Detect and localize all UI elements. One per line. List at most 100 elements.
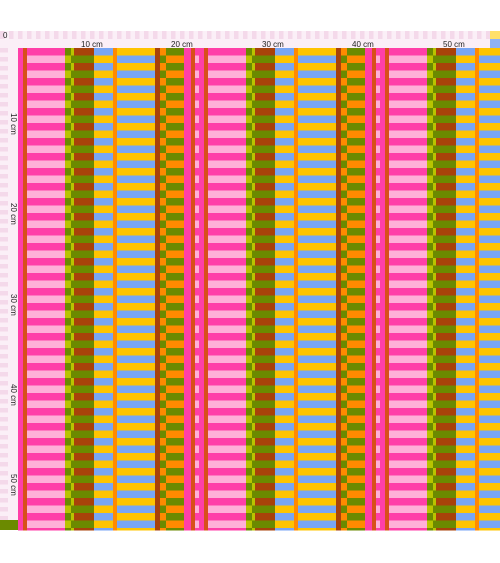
stripe-cell: [255, 475, 276, 484]
ruler-left-tick: [0, 516, 8, 521]
stripe-cell: [199, 295, 205, 304]
stripe-cell: [155, 130, 161, 139]
stripe-cell: [389, 138, 428, 146]
stripe-cell: [204, 280, 209, 289]
stripe-cell: [376, 520, 381, 529]
stripe-cell: [65, 460, 72, 469]
stripe-cell: [389, 123, 428, 131]
stripe-cell: [246, 123, 253, 131]
stripe-cell: [275, 168, 295, 176]
stripe-cell: [65, 303, 72, 311]
stripe-cell: [298, 468, 337, 476]
stripe-cell: [117, 430, 156, 439]
stripe-cell: [246, 363, 253, 371]
stripe-cell: [427, 325, 434, 334]
stripe-cell: [385, 483, 390, 491]
stripe-cell: [195, 153, 200, 161]
stripe-cell: [155, 468, 161, 476]
stripe-cell: [113, 153, 118, 161]
stripe-cell: [208, 93, 247, 101]
stripe-cell: [74, 175, 95, 184]
stripe-cell: [385, 288, 390, 296]
stripe-cell: [199, 400, 205, 409]
stripe-cell: [389, 393, 428, 401]
ruler-top-tick: [405, 31, 410, 39]
stripe-cell: [27, 460, 66, 469]
stripe-cell: [372, 100, 377, 109]
ruler-top-tick: [45, 31, 50, 39]
stripe-cell: [74, 288, 95, 296]
stripe-cell: [436, 205, 457, 214]
stripe-cell: [341, 363, 348, 371]
stripe-cell: [204, 228, 209, 236]
stripe-cell: [427, 220, 434, 229]
stripe-cell: [389, 333, 428, 341]
stripe-cell: [155, 520, 161, 529]
stripe-cell: [252, 363, 256, 371]
stripe-cell: [155, 453, 161, 461]
stripe-cell: [385, 400, 390, 409]
stripe-cell: [341, 498, 348, 506]
stripe-cell: [436, 78, 457, 86]
stripe-cell: [385, 63, 390, 71]
stripe-cell: [255, 370, 276, 379]
stripe-cell: [336, 130, 342, 139]
ruler-top-tick: [243, 31, 248, 39]
stripe-cell: [341, 310, 348, 319]
stripe-cell: [191, 498, 196, 506]
stripe-cell: [389, 258, 428, 266]
stripe-cell: [160, 205, 167, 214]
stripe-cell: [376, 325, 381, 334]
stripe-cell: [336, 123, 342, 131]
stripe-cell: [246, 115, 253, 124]
stripe-cell: [433, 145, 437, 154]
stripe-cell: [184, 145, 192, 154]
stripe-cell: [23, 93, 28, 101]
stripe-cell: [71, 160, 75, 169]
stripe-cell: [208, 303, 247, 311]
stripe-cell: [341, 333, 348, 341]
stripe-cell: [347, 280, 366, 289]
stripe-cell: [341, 423, 348, 431]
stripe-cell: [427, 408, 434, 416]
stripe-cell: [436, 198, 457, 206]
stripe-cell: [160, 258, 167, 266]
stripe-cell: [94, 520, 114, 529]
stripe-cell: [94, 273, 114, 281]
stripe-cell: [347, 258, 366, 266]
stripe-cell: [372, 198, 377, 206]
stripe-cell: [365, 145, 373, 154]
stripe-cell: [372, 400, 377, 409]
stripe-cell: [376, 393, 381, 401]
stripe-cell: [65, 295, 72, 304]
stripe-cell: [294, 205, 299, 214]
stripe-cell: [479, 93, 500, 101]
stripe-cell: [479, 108, 500, 116]
stripe-cell: [294, 100, 299, 109]
stripe-cell: [246, 108, 253, 116]
stripe-cell: [65, 430, 72, 439]
stripe-cell: [275, 415, 295, 424]
stripe-cell: [341, 295, 348, 304]
stripe-cell: [117, 460, 156, 469]
stripe-cell: [336, 183, 342, 191]
stripe-cell: [372, 513, 377, 521]
stripe-cell: [18, 243, 24, 251]
stripe-cell: [385, 490, 390, 499]
stripe-cell: [204, 490, 209, 499]
stripe-cell: [23, 100, 28, 109]
stripe-cell: [166, 273, 185, 281]
stripe-cell: [117, 160, 156, 169]
stripe-cell: [255, 258, 276, 266]
stripe-cell: [433, 505, 437, 514]
stripe-cell: [74, 250, 95, 259]
stripe-cell: [191, 183, 196, 191]
stripe-cell: [71, 385, 75, 394]
stripe-cell: [376, 318, 381, 326]
stripe-cell: [275, 130, 295, 139]
stripe-cell: [372, 303, 377, 311]
stripe-cell: [372, 310, 377, 319]
stripe-cell: [204, 55, 209, 64]
stripe-cell: [255, 153, 276, 161]
stripe-cell: [208, 333, 247, 341]
